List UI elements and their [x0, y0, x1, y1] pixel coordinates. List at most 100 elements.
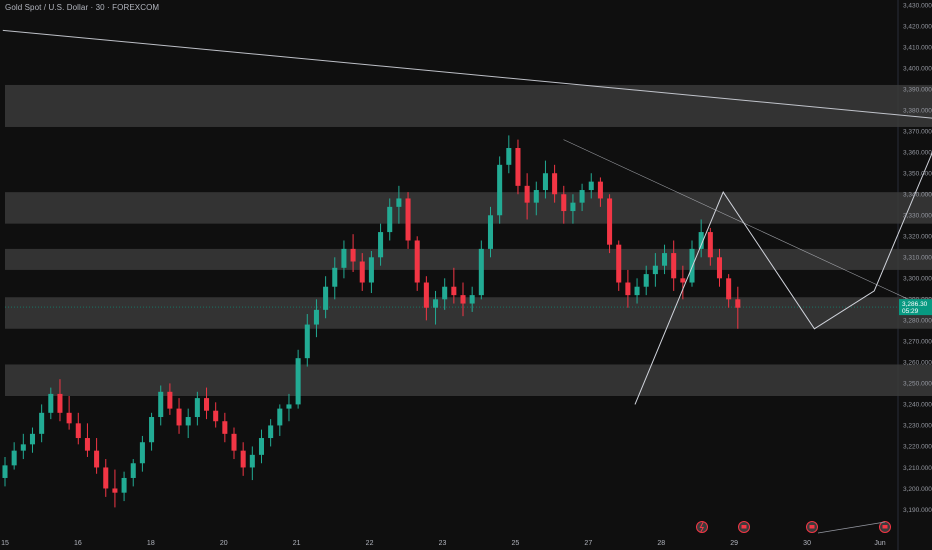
y-tick-label: 3,310.000 — [903, 255, 932, 262]
candle-body — [130, 463, 136, 478]
y-tick-label: 3,360.000 — [903, 150, 932, 157]
candle-body — [396, 198, 402, 207]
zone-4 — [5, 364, 932, 397]
candle-body — [295, 358, 301, 405]
lightning-icon — [696, 521, 708, 533]
candle-body — [194, 398, 200, 418]
candle-body — [167, 391, 173, 409]
x-tick-label: 16 — [74, 540, 82, 547]
candle-body — [240, 450, 246, 468]
candle-body — [497, 164, 503, 216]
candle-body — [579, 190, 585, 203]
x-tick-label: 20 — [220, 540, 228, 547]
x-tick-label: 30 — [803, 540, 811, 547]
price-badge-countdown: 05:29 — [902, 308, 919, 315]
candle-body — [460, 295, 466, 304]
candle-body — [94, 450, 100, 468]
candle-body — [662, 253, 668, 266]
y-tick-label: 3,210.000 — [903, 465, 932, 472]
candle-body — [176, 408, 182, 426]
candle-body — [185, 417, 191, 426]
candle-body — [726, 278, 732, 300]
y-tick-label: 3,420.000 — [903, 23, 932, 30]
candle-body — [350, 248, 356, 262]
candle-body — [378, 232, 384, 258]
candle-body — [48, 393, 54, 413]
candle-body — [716, 257, 723, 279]
candle-body — [313, 309, 319, 325]
y-tick-label: 3,370.000 — [903, 128, 932, 135]
candle-body — [2, 465, 8, 478]
candle-body — [57, 393, 63, 413]
candle-body — [469, 295, 475, 304]
candle-body — [405, 198, 411, 241]
candle-body — [652, 265, 658, 275]
candle-body — [29, 433, 35, 445]
y-tick-label: 3,300.000 — [903, 276, 932, 283]
candle-body — [139, 442, 145, 464]
zone-2 — [5, 248, 932, 270]
x-tick-label: 15 — [1, 540, 9, 547]
y-tick-label: 3,330.000 — [903, 213, 932, 220]
y-tick-label: 3,270.000 — [903, 339, 932, 346]
candle-body — [332, 267, 338, 287]
candle-body — [258, 438, 265, 455]
candle-body — [423, 282, 429, 308]
flag-icon — [806, 521, 818, 533]
candle-body — [222, 421, 228, 434]
candle-body — [387, 206, 393, 233]
candle-body — [304, 324, 310, 359]
chart-title: Gold Spot / U.S. Dollar · 30 · FOREXCOM — [5, 3, 160, 12]
candle-body — [103, 467, 109, 489]
candle-body — [552, 173, 558, 195]
y-tick-label: 3,390.000 — [903, 86, 932, 93]
candle-body — [671, 253, 677, 279]
trendline-0 — [2, 29, 932, 119]
y-tick-label: 3,240.000 — [903, 402, 932, 409]
x-tick-label: 29 — [730, 540, 738, 547]
candle-body — [286, 404, 292, 409]
zone-0 — [5, 84, 932, 127]
candle-body — [341, 248, 347, 268]
candle-body — [643, 274, 649, 287]
candle-body — [533, 190, 539, 203]
x-tick-label: 28 — [657, 540, 665, 547]
candle-body — [634, 286, 640, 296]
x-tick-label: Jun — [874, 540, 885, 547]
candle-body — [524, 185, 530, 203]
candle-body — [542, 173, 548, 191]
candle-body — [39, 412, 45, 434]
candle-body — [588, 181, 594, 191]
candle-body — [487, 215, 494, 249]
candle-body — [66, 412, 72, 424]
candle-body — [231, 433, 237, 451]
x-tick-label: 27 — [584, 540, 592, 547]
trendline-1 — [563, 139, 909, 300]
candle-body — [597, 181, 603, 199]
price-badge — [899, 299, 932, 316]
candle-body — [451, 286, 457, 296]
candle-body — [515, 148, 521, 186]
candle-body — [680, 278, 686, 283]
candle-body — [277, 408, 283, 426]
candle-body — [570, 202, 576, 212]
candle-body — [442, 286, 448, 300]
candle-body — [75, 423, 81, 439]
candle-body — [249, 454, 255, 468]
candle-body — [121, 477, 127, 493]
candle-body — [204, 398, 210, 411]
y-tick-label: 3,200.000 — [903, 486, 932, 493]
candle-body — [607, 198, 613, 245]
event-connector — [817, 521, 886, 534]
candle-body — [433, 299, 439, 308]
flag-icon — [738, 521, 750, 533]
y-tick-label: 3,280.000 — [903, 318, 932, 325]
flag-icon — [879, 521, 891, 533]
y-tick-label: 3,190.000 — [903, 507, 932, 514]
x-tick-label: 23 — [439, 540, 447, 547]
candle-body — [478, 248, 484, 296]
y-tick-label: 3,230.000 — [903, 423, 932, 430]
price-badge-value: 3,286.30 — [902, 301, 928, 308]
y-tick-label: 3,430.000 — [903, 2, 932, 9]
